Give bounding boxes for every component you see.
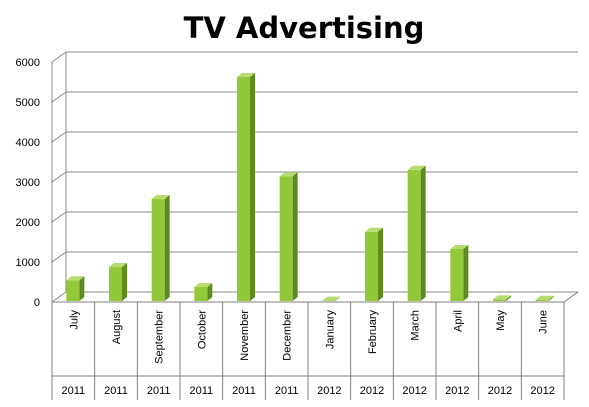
x-year-label: 2011 xyxy=(62,385,86,397)
bar xyxy=(365,227,383,301)
side-wall-gridline xyxy=(51,91,67,103)
x-tick-label: May xyxy=(495,310,507,331)
floor-right-edge xyxy=(563,291,579,303)
y-tick-label: 1000 xyxy=(16,257,40,269)
y-tick-label: 5000 xyxy=(16,97,40,109)
x-year-label: 2011 xyxy=(190,385,214,397)
bar-series xyxy=(66,73,554,302)
category-axis: July 2011 August 2011 September 2011 October 20… xyxy=(51,302,565,400)
side-wall-gridline xyxy=(51,291,67,303)
y-tick-label: 0 xyxy=(34,297,40,309)
x-tick-label: December xyxy=(282,310,294,361)
x-year-label: 2012 xyxy=(360,385,384,397)
x-year-label: 2012 xyxy=(530,385,554,397)
bar xyxy=(322,296,341,302)
x-year-label: 2012 xyxy=(402,385,426,397)
x-tick-label: July xyxy=(68,310,80,330)
bar xyxy=(237,73,255,301)
x-tick-label: October xyxy=(196,310,208,349)
x-tick-label: April xyxy=(452,310,464,332)
x-tick-label: February xyxy=(367,310,379,355)
side-wall-gridline xyxy=(51,251,67,263)
bar xyxy=(407,165,426,301)
y-axis-tick-labels: 0 1000 2000 3000 4000 5000 6000 xyxy=(16,57,40,309)
x-tick-label: September xyxy=(154,310,166,364)
side-wall-gridline xyxy=(51,51,67,63)
side-wall-gridline xyxy=(51,131,67,143)
y-tick-label: 6000 xyxy=(16,57,40,69)
x-tick-label: June xyxy=(538,310,550,334)
y-tick-label: 4000 xyxy=(16,137,40,149)
bar xyxy=(493,295,511,301)
bar xyxy=(450,245,469,301)
side-wall-gridline xyxy=(51,171,67,183)
y-tick-label: 3000 xyxy=(16,177,40,189)
chart-title: TV Advertising xyxy=(184,11,425,45)
x-year-label: 2011 xyxy=(147,385,171,397)
x-year-label: 2011 xyxy=(232,385,256,397)
x-tick-label: August xyxy=(111,310,123,344)
x-tick-label: January xyxy=(324,310,336,350)
bar xyxy=(535,295,554,301)
bar xyxy=(66,276,85,301)
grid-layer xyxy=(51,51,579,303)
x-year-label: 2012 xyxy=(445,385,469,397)
x-year-label: 2011 xyxy=(275,385,299,397)
bar xyxy=(151,195,170,301)
bar xyxy=(194,283,213,301)
x-year-label: 2011 xyxy=(104,385,128,397)
bar xyxy=(109,263,127,301)
x-tick-label: November xyxy=(239,310,251,361)
x-year-label: 2012 xyxy=(488,385,512,397)
x-year-label: 2012 xyxy=(317,385,341,397)
bar xyxy=(279,172,298,301)
side-wall-gridline xyxy=(51,211,67,223)
y-tick-label: 2000 xyxy=(16,217,40,229)
x-tick-label: March xyxy=(410,310,422,341)
